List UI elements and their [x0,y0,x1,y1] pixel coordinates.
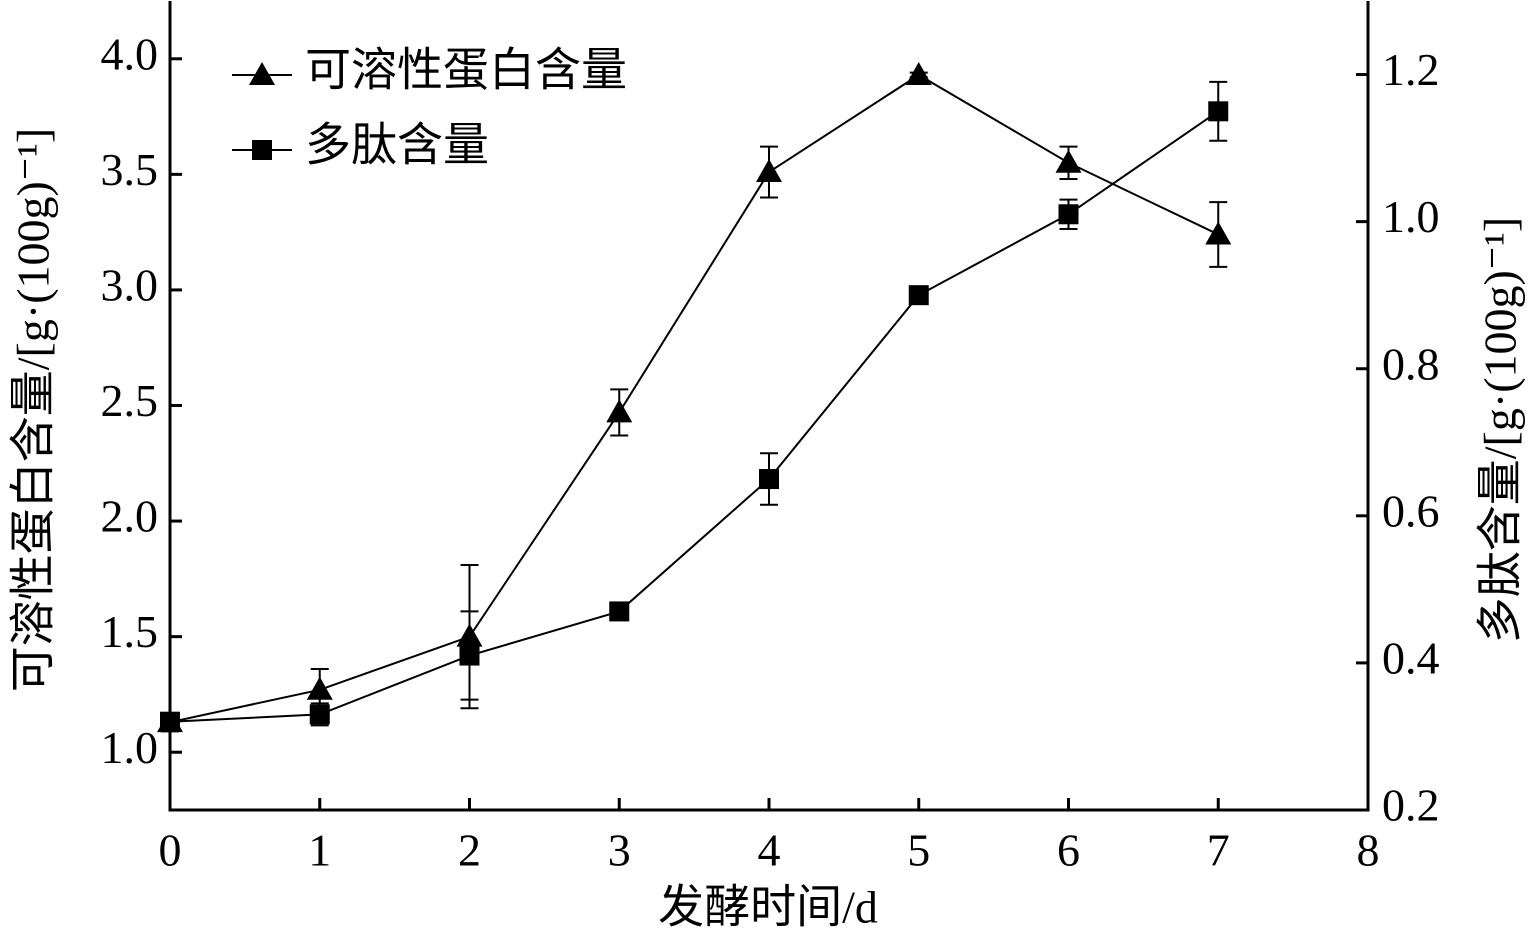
y2-tick-label: 1.0 [1382,191,1440,242]
x-axis-label: 发酵时间/d [658,882,878,933]
y2-tick-label: 1.2 [1382,44,1440,95]
y-tick-label: 1.5 [101,606,159,657]
y2-tick-label: 0.4 [1382,632,1440,683]
marker [609,601,630,622]
series-line [169,110,1219,723]
marker [606,399,633,423]
y2-tick-label: 0.6 [1382,485,1440,536]
x-tick-label: 4 [758,825,781,876]
series-line [169,73,1219,724]
marker [459,645,480,666]
marker [1205,221,1232,245]
y-tick-label: 2.0 [101,491,159,542]
marker [1055,149,1082,173]
y-tick-label: 3.0 [101,259,159,310]
x-tick-label: 1 [308,825,331,876]
x-tick-label: 2 [458,825,481,876]
x-tick-label: 5 [907,825,930,876]
marker [1058,204,1079,225]
legend-marker [249,62,275,85]
y-tick-label: 3.5 [101,144,159,195]
legend-marker [252,140,272,160]
legend-label: 多肽含量 [305,120,489,171]
marker [1208,101,1229,122]
x-tick-label: 8 [1357,825,1380,876]
x-tick-label: 7 [1207,825,1230,876]
marker [908,285,929,306]
y2-tick-label: 0.2 [1382,780,1440,831]
y2-tick-label: 0.8 [1382,338,1440,389]
x-tick-label: 0 [159,825,182,876]
y-tick-label: 1.0 [101,722,159,773]
legend-label: 可溶性蛋白含量 [305,45,627,96]
y2-axis-label: 多肽含量/[g·(100g)⁻¹] [1475,217,1526,643]
y-axis-label: 可溶性蛋白含量/[g·(100g)⁻¹] [8,128,59,692]
marker [756,159,782,183]
marker [160,711,180,732]
marker [759,469,779,490]
y-tick-label: 4.0 [101,28,159,79]
marker [309,704,330,725]
marker [306,676,333,700]
x-tick-label: 6 [1057,825,1080,876]
marker [905,61,932,85]
y-tick-label: 2.5 [101,375,159,426]
x-tick-label: 3 [608,825,631,876]
